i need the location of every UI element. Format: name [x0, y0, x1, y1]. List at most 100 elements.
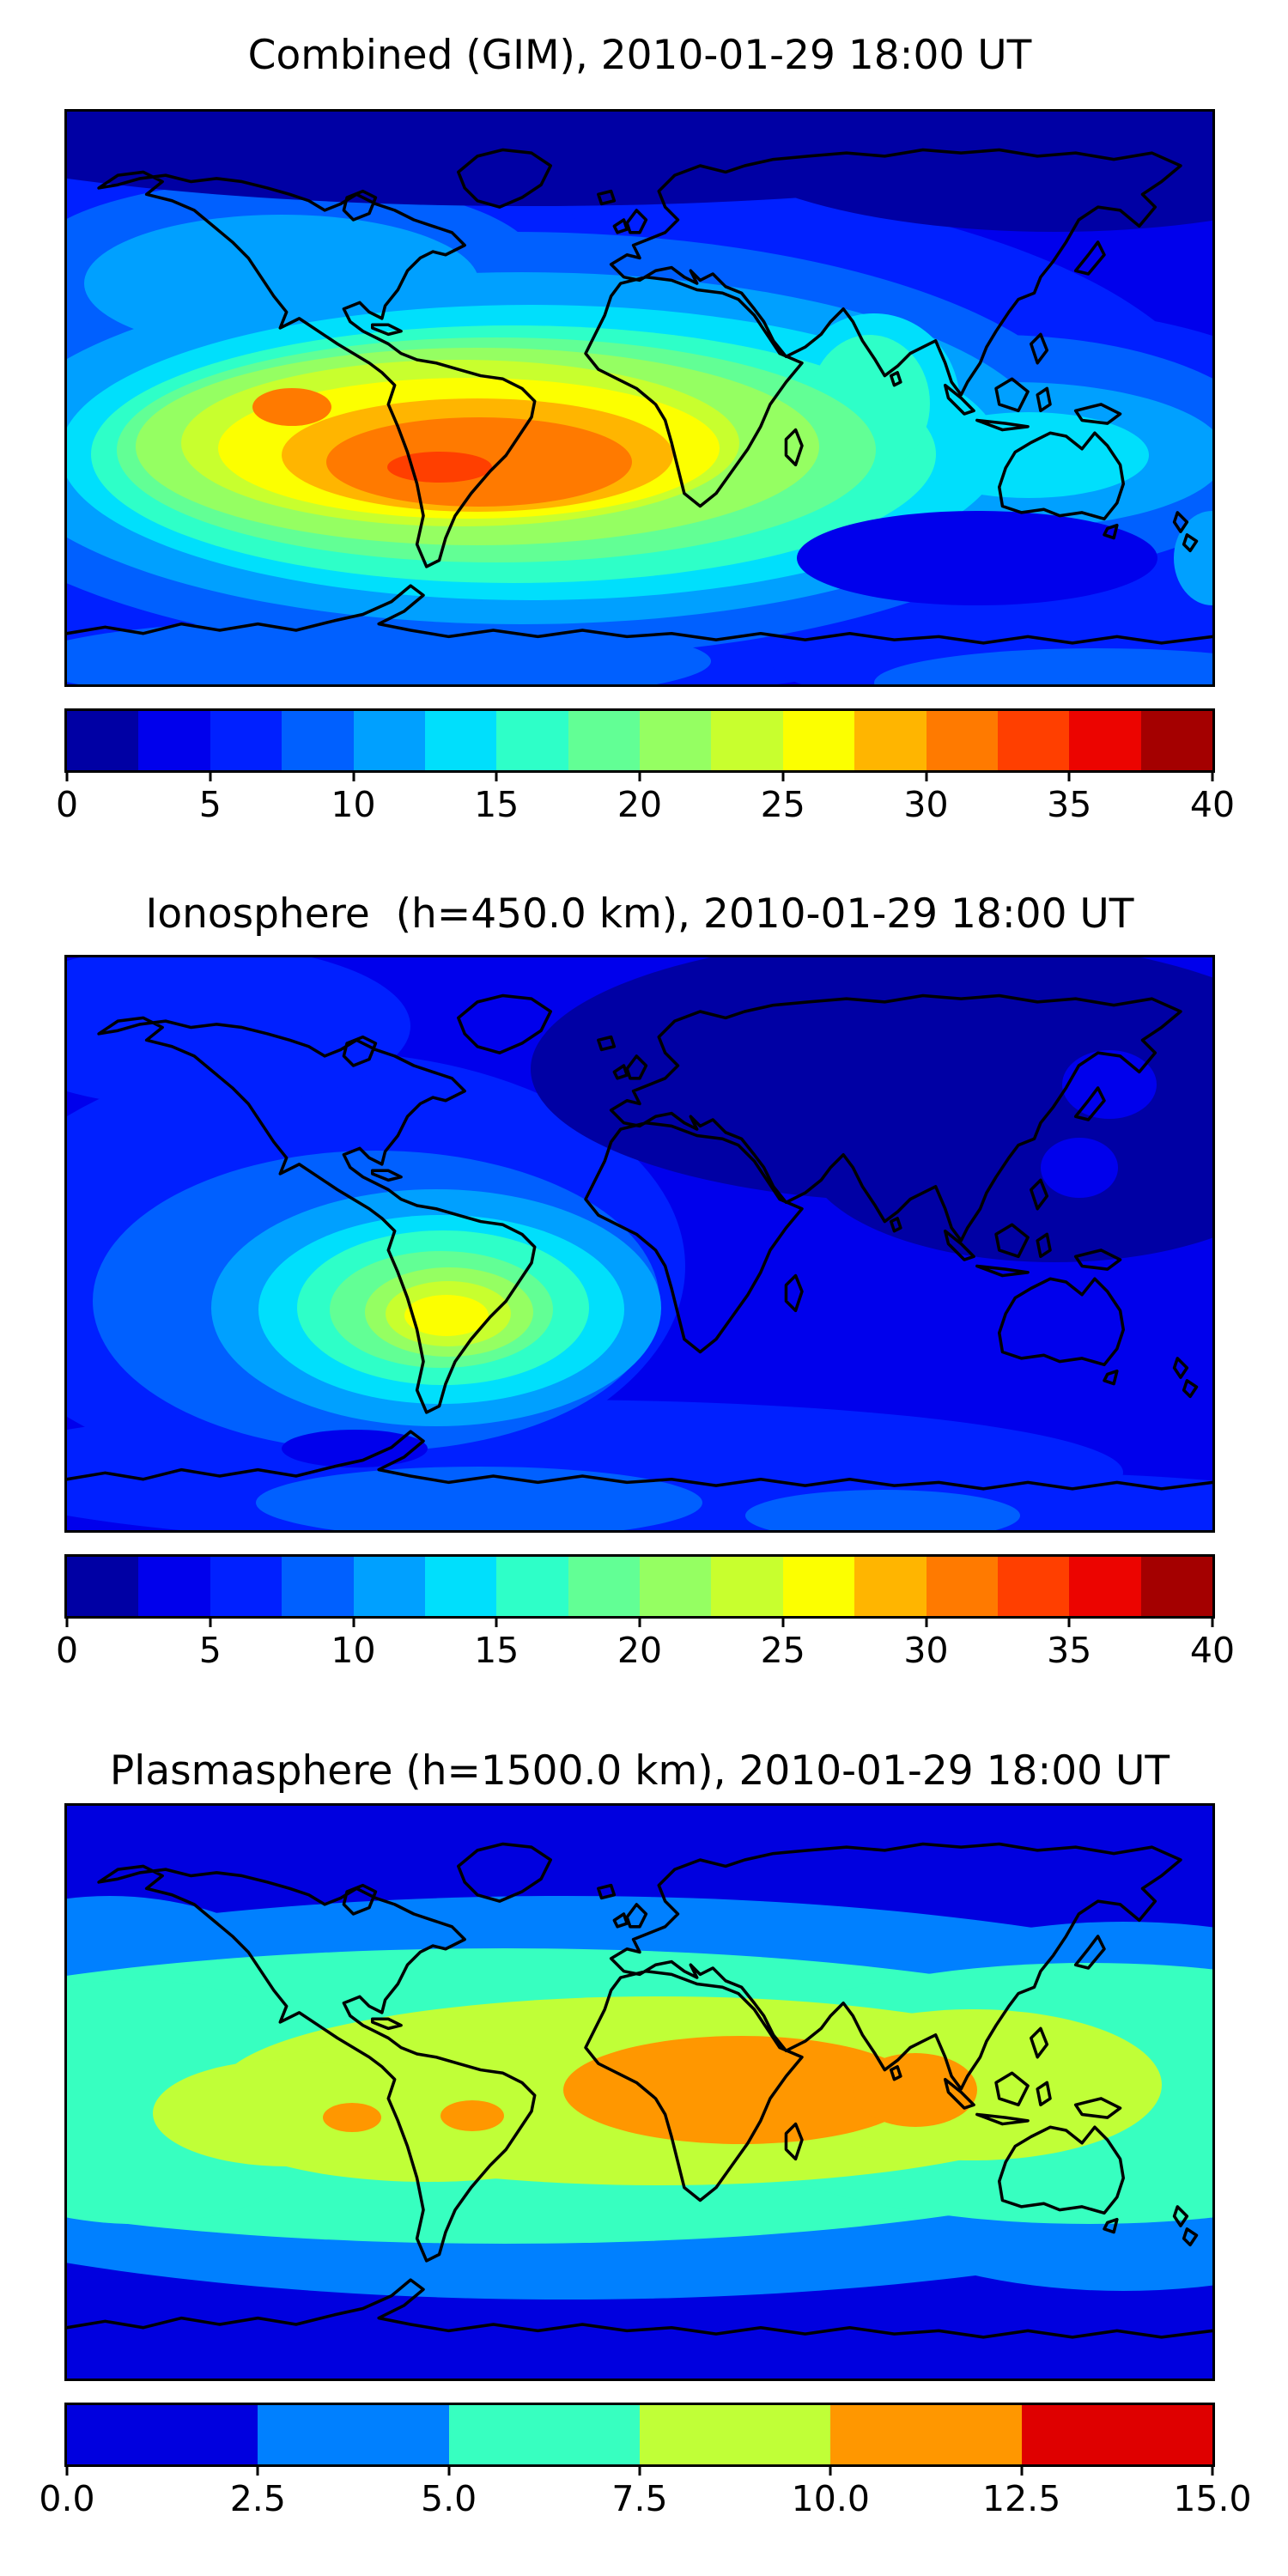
colorbar-tick: [352, 770, 355, 781]
colorbar-tick: [65, 1616, 69, 1627]
colorbar-tick-label: 0.0: [39, 2478, 95, 2519]
colorbar-segment: [138, 711, 210, 770]
panel-1-map: [64, 109, 1215, 687]
colorbar-tick-label: 15: [474, 1630, 519, 1671]
colorbar-tick-label: 40: [1189, 784, 1236, 825]
colorbar-tick-label: 25: [760, 784, 805, 825]
panel-3-colorbar-ticks: [65, 2464, 1214, 2476]
colorbar-tick-label: 7.5: [611, 2478, 668, 2519]
contour-band: [252, 388, 331, 426]
colorbar-tick-label: 12.5: [982, 2478, 1061, 2519]
panel-1-colorbar-labels: 0 5 10 15 20 25 30 35 40: [56, 783, 1235, 828]
colorbar-segment: [282, 711, 354, 770]
colorbar-segment: [1140, 711, 1212, 770]
panel-3-title: Plasmasphere (h=1500.0 km), 2010-01-29 1…: [109, 1747, 1170, 1795]
colorbar-tick-label: 10: [331, 1630, 376, 1671]
colorbar-tick-label: 25: [760, 1630, 805, 1671]
colorbar-segment: [424, 711, 497, 770]
colorbar-tick-label: 10.0: [791, 2478, 870, 2519]
panel-1-colorbar: [64, 708, 1215, 773]
colorbar-tick: [1211, 1616, 1214, 1627]
contour-band: [1062, 1050, 1157, 1119]
colorbar-segment: [640, 711, 712, 770]
colorbar-segment: [1021, 2405, 1212, 2464]
colorbar-tick-label: 0: [55, 784, 79, 825]
colorbar-segment: [138, 1557, 210, 1616]
colorbar-segment: [67, 2405, 258, 2464]
colorbar-tick: [1211, 2464, 1214, 2476]
contour-band: [153, 2060, 419, 2166]
colorbar-tick-label: 15: [474, 784, 519, 825]
colorbar-tick-label: 2.5: [229, 2478, 286, 2519]
colorbar-tick: [65, 770, 69, 781]
colorbar-tick: [209, 770, 212, 781]
colorbar-tick: [1067, 1616, 1071, 1627]
colorbar-tick: [495, 1616, 498, 1627]
colorbar-segment: [711, 711, 783, 770]
colorbar-tick-label: 5.0: [421, 2478, 477, 2519]
colorbar-tick: [256, 2464, 259, 2476]
panel-2-colorbar: [64, 1554, 1215, 1619]
colorbar-tick-label: 15.0: [1173, 2478, 1252, 2519]
contour-band: [908, 412, 1149, 498]
colorbar-tick: [638, 2464, 641, 2476]
colorbar-tick: [638, 1616, 641, 1627]
colorbar-tick-label: 40: [1189, 1630, 1236, 1671]
colorbar-tick-label: 0: [55, 1630, 79, 1671]
colorbar-segment: [496, 711, 568, 770]
colorbar-segment: [1069, 1557, 1141, 1616]
colorbar-segment: [568, 1557, 640, 1616]
colorbar-segment: [568, 711, 640, 770]
colorbar-tick: [781, 1616, 785, 1627]
colorbar-tick-label: 35: [1047, 784, 1092, 825]
colorbar-segment: [67, 1557, 139, 1616]
colorbar-tick-label: 30: [903, 1630, 949, 1671]
colorbar-tick: [65, 2464, 69, 2476]
contour-band: [797, 511, 1157, 605]
colorbar-segment: [782, 1557, 855, 1616]
colorbar-tick: [1211, 770, 1214, 781]
panel-2-colorbar-labels: 0 5 10 15 20 25 30 35 40: [56, 1629, 1235, 1674]
contour-band: [387, 452, 492, 483]
colorbar-tick: [209, 1616, 212, 1627]
contour-band: [67, 112, 489, 172]
contour-band: [282, 1430, 428, 1467]
colorbar-tick: [1067, 770, 1071, 781]
colorbar-segment: [782, 711, 855, 770]
colorbar-segment: [282, 1557, 354, 1616]
panel-3-colorbar: [64, 2403, 1215, 2467]
colorbar-tick-label: 35: [1047, 1630, 1092, 1671]
contour-band: [563, 2036, 919, 2144]
contour-band: [854, 2053, 977, 2127]
colorbar-segment: [448, 2405, 640, 2464]
colorbar-tick-label: 20: [617, 784, 663, 825]
contour-band: [694, 112, 1212, 232]
colorbar-tick-label: 10: [331, 784, 376, 825]
panel-3-colorbar-labels: 0.0 2.5 5.0 7.5 10.0 12.5 15.0: [39, 2477, 1251, 2522]
panel-1-title: Combined (GIM), 2010-01-29 18:00 UT: [247, 32, 1032, 79]
colorbar-tick: [638, 770, 641, 781]
contour-band: [323, 2103, 381, 2132]
colorbar-tick: [829, 2464, 832, 2476]
contour-band: [67, 957, 410, 1108]
contour-band: [745, 1490, 1020, 1530]
colorbar-segment: [926, 1557, 998, 1616]
panel-2-colorbar-ticks: [65, 1616, 1214, 1628]
colorbar-tick-label: 5: [198, 784, 222, 825]
colorbar-segment: [639, 2405, 831, 2464]
panel-2-map: [64, 955, 1215, 1533]
panel-2-title: Ionosphere (h=450.0 km), 2010-01-29 18:0…: [145, 890, 1134, 938]
colorbar-tick: [925, 1616, 927, 1627]
colorbar-tick-label: 5: [198, 1630, 222, 1671]
colorbar-segment: [258, 2405, 449, 2464]
colorbar-segment: [926, 711, 998, 770]
colorbar-tick-label: 20: [617, 1630, 663, 1671]
colorbar-segment: [1069, 711, 1141, 770]
contour-band: [1041, 1138, 1118, 1198]
colorbar-segment: [854, 711, 927, 770]
colorbar-tick-label: 30: [903, 784, 949, 825]
colorbar-segment: [830, 2405, 1022, 2464]
colorbar-segment: [67, 711, 139, 770]
colorbar-segment: [711, 1557, 783, 1616]
